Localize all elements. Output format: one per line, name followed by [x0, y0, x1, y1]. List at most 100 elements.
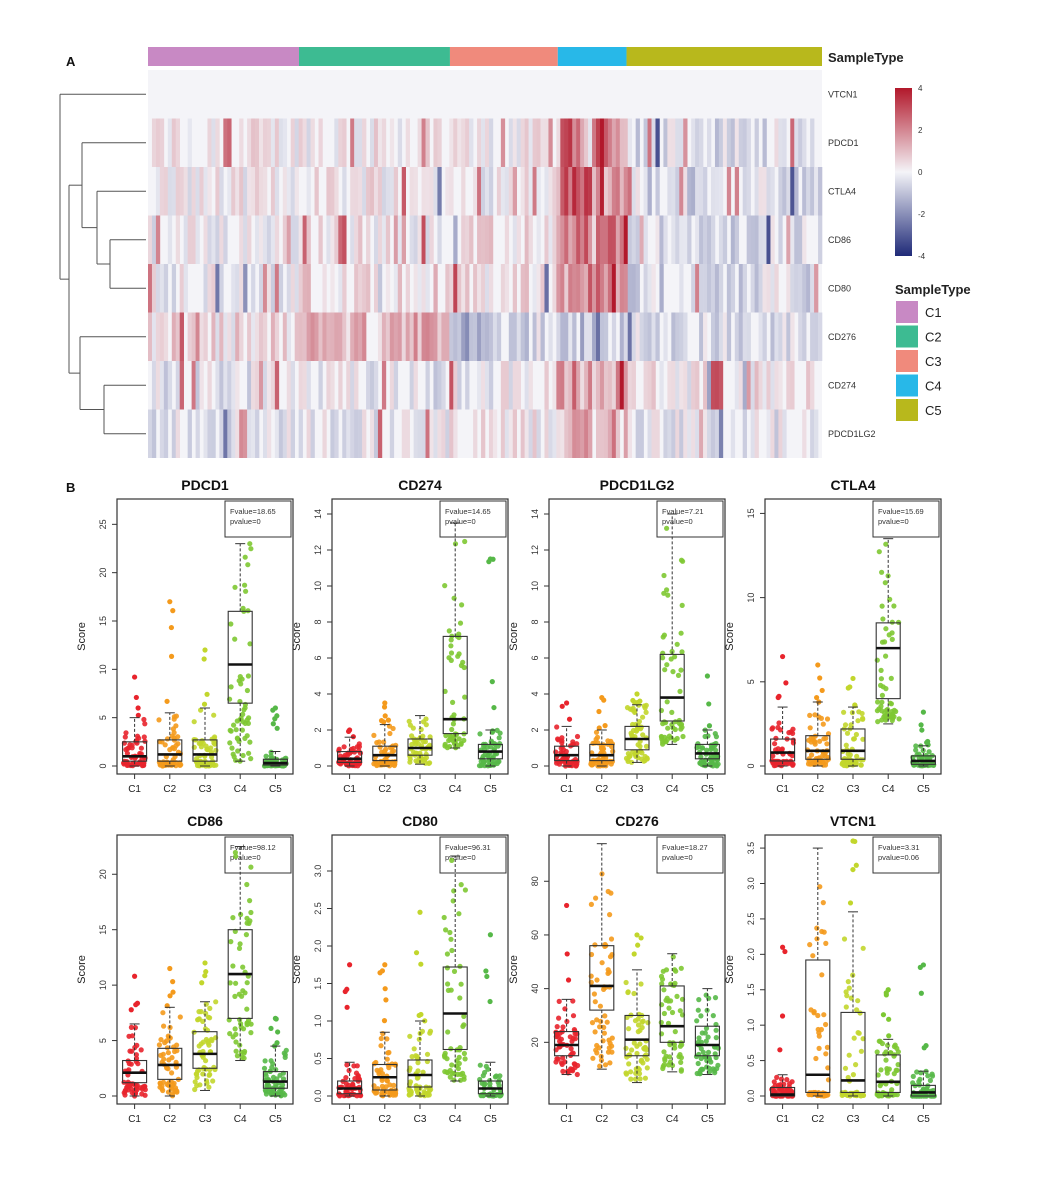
data-point — [776, 720, 782, 726]
heatmap-cell — [556, 264, 561, 313]
heatmap-cell — [362, 409, 367, 458]
heatmap-cell — [461, 167, 466, 216]
heatmap-cell — [580, 409, 585, 458]
outlier-point — [199, 980, 205, 986]
data-point — [235, 748, 241, 754]
scale-tick-label: 4 — [918, 84, 923, 93]
heatmap-cell — [433, 409, 438, 458]
data-point — [244, 1022, 250, 1028]
heatmap-cell — [556, 361, 561, 410]
heatmap-cell — [500, 167, 506, 216]
data-point — [847, 759, 853, 765]
data-point — [824, 1044, 831, 1050]
heatmap-cell — [564, 312, 569, 361]
heatmap-cell — [508, 118, 514, 167]
heatmap-cell — [492, 409, 498, 458]
panel-a-label: A — [66, 54, 76, 69]
heatmap-cell — [488, 167, 494, 216]
heatmap-cell — [500, 264, 506, 313]
heatmap-cell — [437, 118, 442, 167]
y-tick-label: 5 — [746, 679, 756, 684]
heatmap-cell — [596, 118, 601, 167]
heatmap-cell — [262, 215, 268, 264]
outlier-point — [775, 694, 781, 701]
data-point — [913, 747, 919, 753]
scale-tick-label: 0 — [918, 168, 923, 177]
heatmap-cell — [679, 312, 684, 361]
data-point — [227, 980, 233, 986]
data-point — [883, 717, 889, 723]
data-point — [883, 541, 889, 547]
data-point — [589, 1020, 596, 1026]
data-point — [356, 1092, 362, 1098]
y-tick-label: 14 — [313, 509, 323, 519]
data-point — [244, 980, 250, 986]
data-point — [344, 1062, 350, 1068]
outlier-point — [631, 951, 637, 957]
outlier-point — [383, 997, 389, 1003]
heatmap-cell — [326, 167, 331, 216]
heatmap-cell — [239, 167, 244, 216]
outlier-point — [164, 698, 170, 704]
data-point — [895, 1062, 901, 1068]
heatmap-cell — [457, 118, 462, 167]
row-label-pdcd1lg2: PDCD1LG2 — [828, 429, 876, 439]
heatmap-cell — [286, 409, 292, 458]
box-iqr — [192, 1031, 218, 1069]
data-point — [889, 717, 895, 724]
data-point — [125, 1081, 131, 1087]
heatmap-cell — [199, 167, 204, 216]
data-point — [421, 1089, 427, 1095]
heatmap-cell — [413, 409, 418, 458]
data-point — [824, 716, 831, 722]
heatmap-cell — [235, 312, 240, 361]
heatmap-cell — [667, 409, 672, 458]
data-point — [448, 643, 454, 649]
heatmap-cell — [255, 167, 260, 216]
box-iqr — [910, 1084, 936, 1097]
heatmap-cell — [207, 167, 212, 216]
heatmap-cell — [393, 264, 399, 313]
heatmap-cell — [485, 118, 490, 167]
heatmap-cell — [310, 312, 315, 361]
heatmap-cell — [504, 167, 510, 216]
heatmap-cell — [552, 167, 557, 216]
heatmap-cell — [215, 264, 220, 313]
data-point — [198, 707, 204, 713]
heatmap-cell — [302, 361, 307, 410]
heatmap-cell — [227, 118, 232, 167]
heatmap-cell — [695, 215, 700, 264]
heatmap-cell — [405, 312, 410, 361]
data-point — [699, 745, 706, 751]
heatmap-cell — [259, 312, 264, 361]
data-point — [874, 1092, 880, 1098]
heatmap-cell — [262, 409, 268, 458]
outlier-point — [413, 950, 420, 956]
heatmap-cell — [155, 167, 161, 216]
heatmap-cell — [790, 167, 795, 216]
data-point — [574, 761, 580, 767]
heatmap-cell — [718, 118, 724, 167]
data-point — [859, 710, 865, 717]
heatmap-cell — [266, 118, 272, 167]
outlier-point — [382, 986, 388, 992]
heatmap-cell — [734, 361, 740, 410]
heatmap-cell — [766, 215, 771, 264]
data-point — [238, 1049, 244, 1055]
data-point — [788, 729, 794, 735]
x-tick-label: C4 — [449, 1114, 462, 1125]
heatmap-cell — [259, 118, 264, 167]
heatmap-cell — [592, 167, 597, 216]
heatmap-cell — [366, 361, 371, 410]
data-point — [888, 675, 894, 682]
heatmap-cell — [635, 118, 640, 167]
heatmap-cell — [481, 118, 486, 167]
data-point — [713, 762, 720, 768]
data-point — [201, 1064, 207, 1071]
box-c1 — [336, 727, 363, 769]
outlier-point — [780, 944, 786, 950]
x-tick-label: C1 — [560, 784, 573, 795]
stat-text: Fvalue=18.27 — [662, 843, 708, 852]
data-point — [637, 1041, 643, 1047]
data-point — [263, 1088, 269, 1094]
